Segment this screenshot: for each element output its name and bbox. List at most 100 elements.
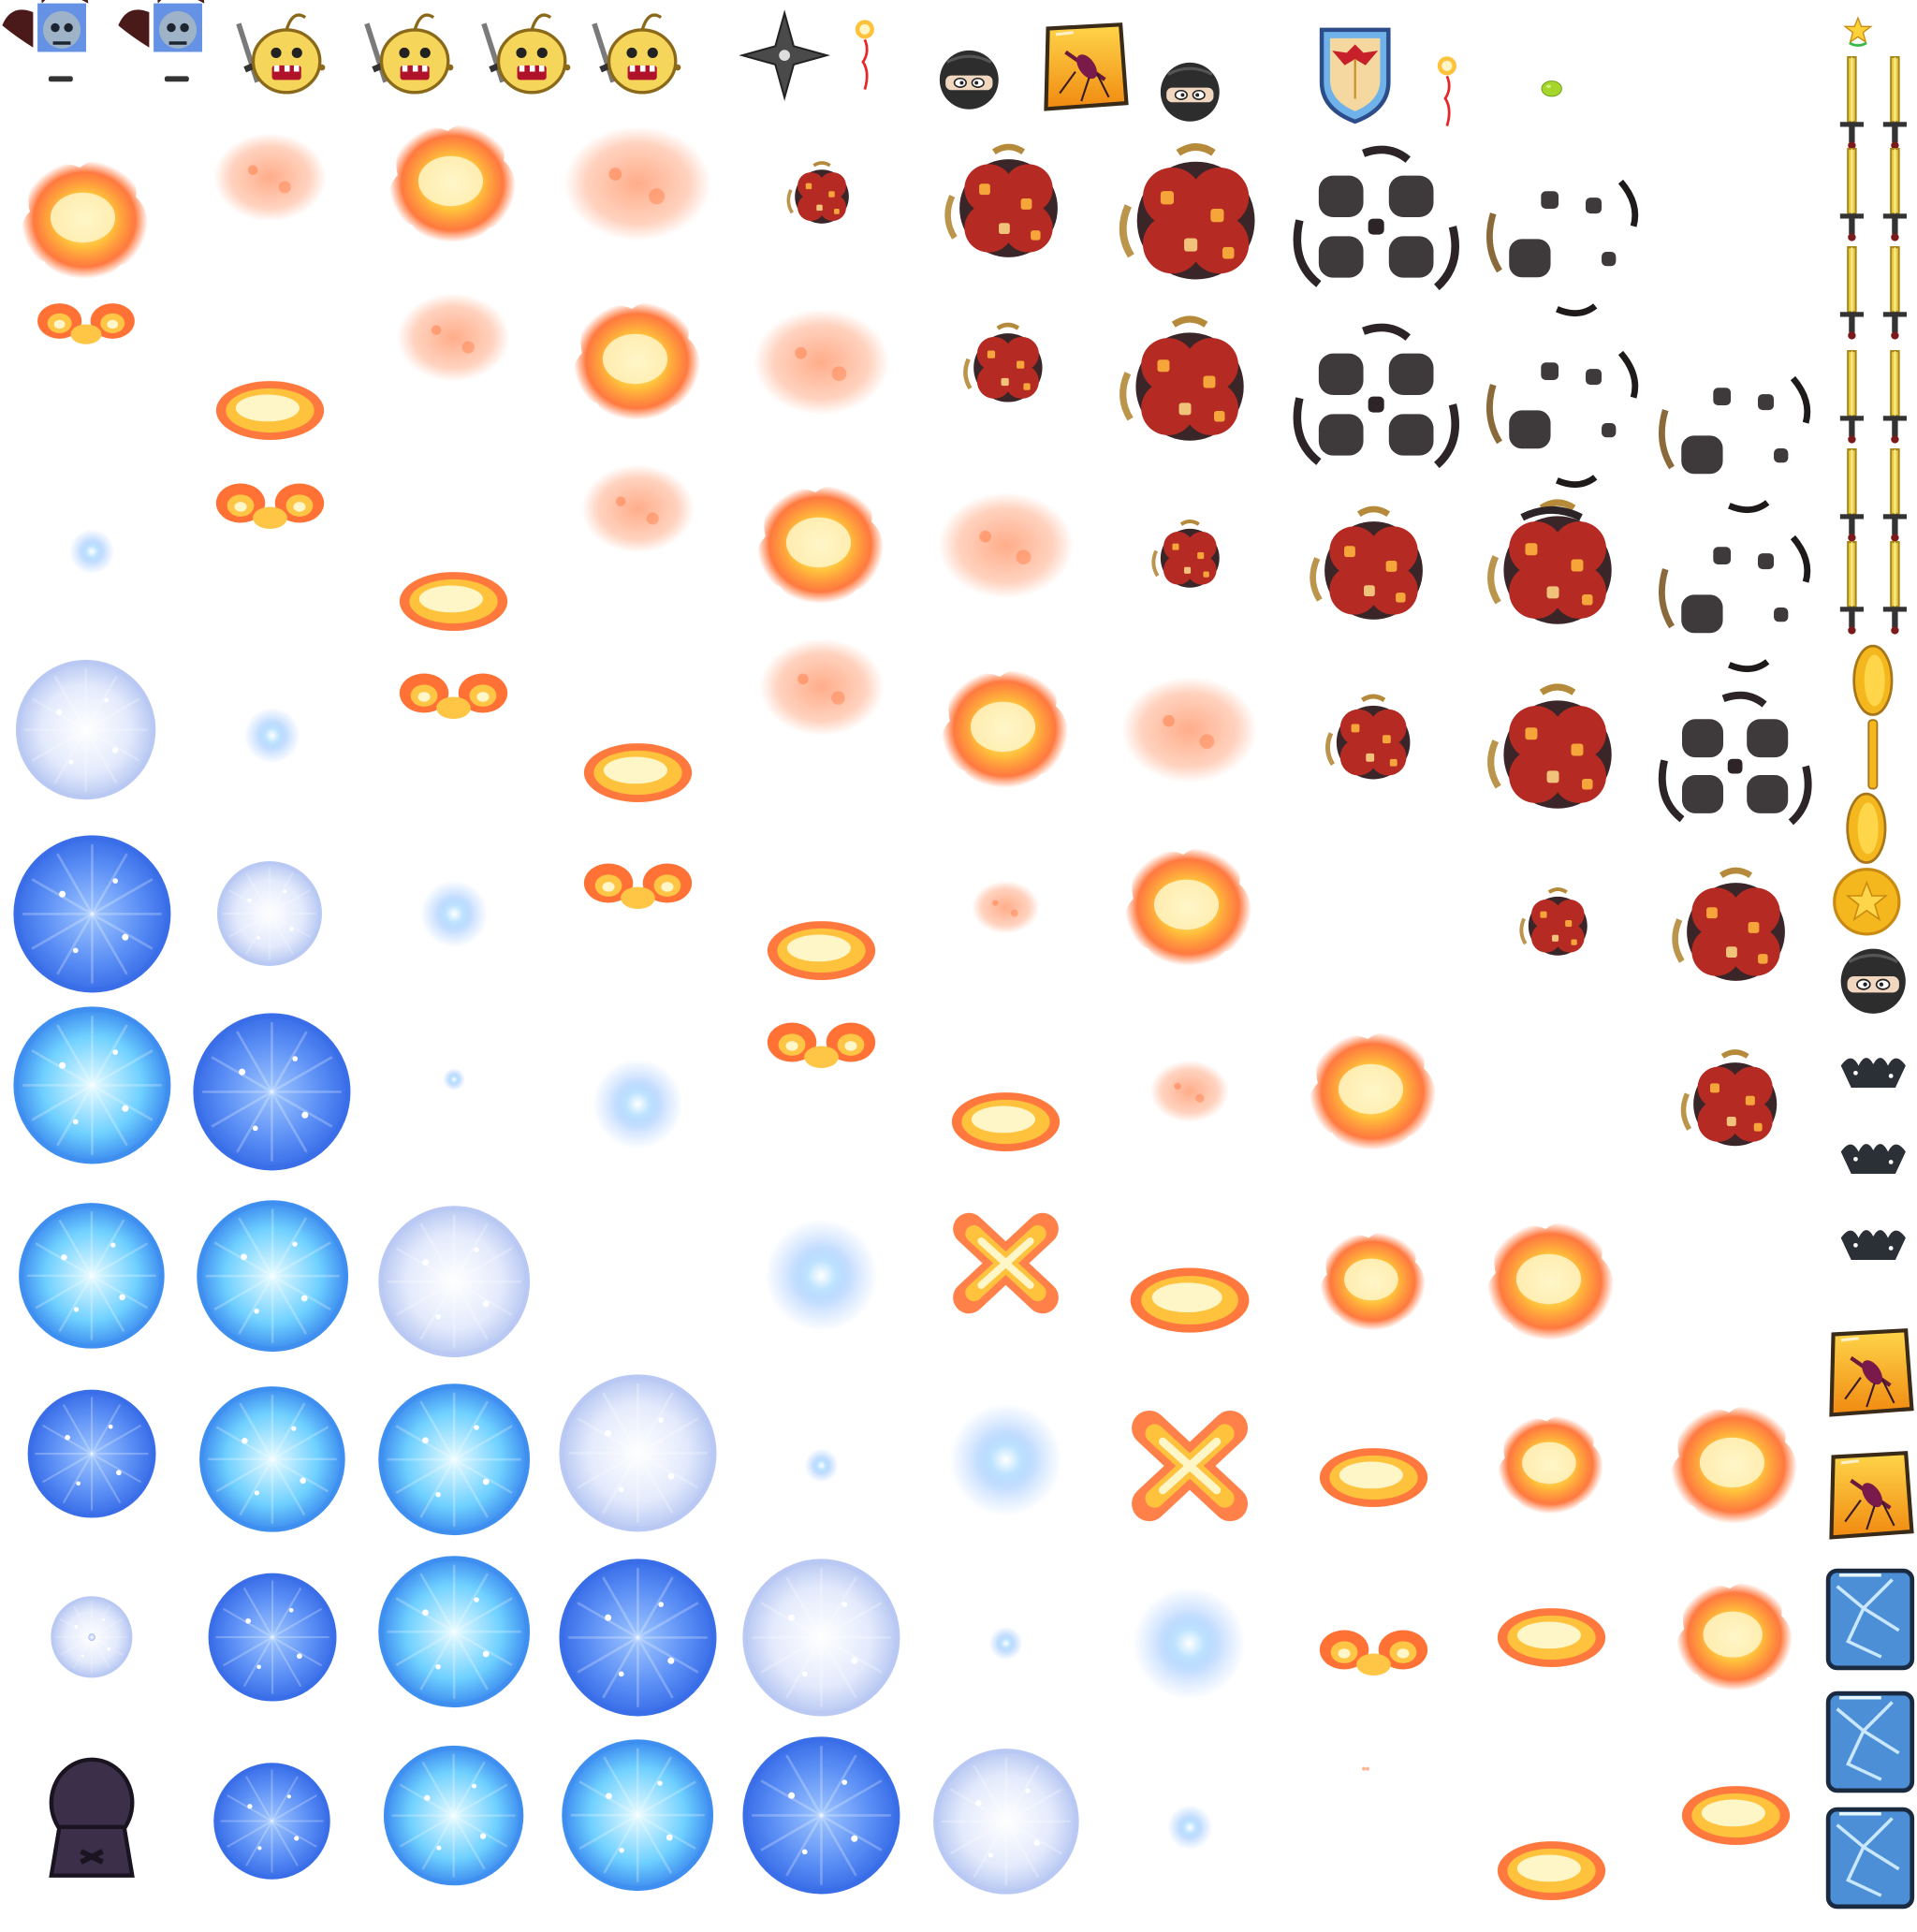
fire-explosion-icon [392,276,515,399]
fire-explosion-icon [209,442,331,564]
red-bomb-explosion-icon [1487,499,1625,637]
golden-sword-icon [1803,147,1901,245]
bat-ghost-icon [0,0,110,92]
fire-explosion-icon [760,981,883,1104]
fire-explosion-icon [1661,1392,1808,1539]
blue-spark-icon [1165,1803,1214,1852]
fire-explosion-icon [1116,834,1263,981]
red-bomb-explosion-icon [944,143,1070,270]
blue-spark-icon [944,1398,1067,1521]
fire-explosion-icon [748,288,895,435]
fire-explosion-icon [1312,1416,1435,1539]
ice-orb-icon [555,1555,721,1720]
gold-coin-icon [1830,711,1916,798]
blue-spark-icon [67,527,116,576]
golden-sword-icon [1803,55,1901,154]
fire-explosion-icon [577,711,699,834]
blue-spark-icon [442,1067,466,1091]
blue-spark-icon [1128,1582,1251,1705]
golden-sword-icon [1803,540,1901,638]
golden-sword-icon [1846,55,1917,154]
golden-sword-icon [1846,349,1917,447]
fire-explosion-icon [932,472,1079,619]
ice-orb-icon [739,1733,904,1898]
fire-spark-icon [822,12,908,98]
ice-orb-icon [929,1745,1083,1898]
ice-orb-icon [374,1380,534,1539]
fire-explosion-icon [558,104,717,263]
dark-wing-icon [1837,1208,1910,1282]
debris-explosion-icon [1656,521,1815,681]
ice-orb-icon [9,1003,175,1168]
fire-explosion-icon [564,288,711,435]
ice-orb-icon [374,1202,534,1361]
amber-mosquito-block-icon [1822,1447,1917,1545]
amber-mosquito-block-icon [1822,1325,1917,1423]
yellow-monster-with-sword-icon [230,3,334,107]
star-bonus-icon [1837,9,1880,52]
ice-orb-icon [739,1555,904,1720]
ice-orb-icon [15,1199,168,1353]
star-coin-icon [1830,865,1904,939]
amber-mosquito-block-icon [1036,19,1134,117]
debris-explosion-icon [1478,503,1625,650]
dark-smoke-explosion-icon [1293,145,1459,306]
fire-explosion-icon [1490,1809,1613,1932]
ice-orb-icon [205,1570,340,1705]
ice-orb-icon [12,656,159,803]
blue-spark-icon [241,705,303,767]
debris-explosion-icon [1484,337,1643,496]
ice-block-icon [1815,1564,1917,1675]
yellow-monster-with-sword-icon [476,3,579,107]
gold-coin-icon [1823,785,1910,871]
dark-wing-icon [1837,1122,1910,1196]
red-bomb-explosion-icon [1119,315,1257,454]
red-bomb-explosion-icon [963,322,1051,411]
ice-orb-icon [555,1370,721,1536]
red-bomb-explosion-icon [1519,886,1595,963]
ninja-head-icon [1833,941,1913,1021]
red-bomb-explosion-icon [1681,1048,1787,1156]
fire-explosion-icon [1116,656,1263,803]
ice-orb-icon [374,1552,534,1711]
yellow-monster-with-sword-icon [586,3,690,107]
red-bomb-explosion-icon [1310,505,1435,632]
fire-explosion-icon [1147,1048,1233,1134]
fire-spark-icon [1404,49,1490,135]
blue-spark-icon [760,1214,883,1337]
blue-spark-icon [417,877,491,951]
bat-ghost-icon [116,0,227,92]
ice-puff-icon [80,1625,104,1649]
fire-explosion-icon [1312,1588,1435,1711]
ice-block-icon [1815,1803,1917,1913]
fire-explosion-icon [760,889,883,1012]
golden-sword-icon [1846,245,1917,344]
golden-sword-icon [1803,447,1901,546]
ice-orb-icon [193,1196,352,1355]
red-bomb-explosion-icon [1325,694,1419,788]
fire-explosion-icon [577,822,699,944]
fire-explosion-icon [754,620,889,754]
ninja-head-icon [1153,55,1227,129]
ice-orb-icon [380,1742,527,1889]
ice-orb-icon [214,858,325,969]
yellow-monster-with-sword-icon [359,3,462,107]
fire-explosion-icon [1668,1570,1803,1705]
debris-explosion-icon [1484,166,1643,325]
fire-explosion-icon [1347,1750,1383,1787]
ice-orb-icon [189,1009,355,1175]
green-slime-icon [1537,74,1566,103]
fire-explosion-icon [1490,1576,1613,1699]
red-bomb-explosion-icon [1487,683,1625,822]
ice-orb-icon [9,831,175,997]
fire-explosion-icon [969,871,1043,944]
hooded-reaper-icon [24,1754,159,1889]
fire-explosion-icon [1312,1221,1435,1343]
fire-explosion-icon [392,632,515,754]
fire-explosion-icon [209,349,331,472]
red-bomb-explosion-icon [1671,868,1797,993]
ice-orb-icon [24,1386,159,1521]
red-bomb-explosion-icon [1151,519,1227,595]
dark-smoke-explosion-icon [1659,692,1812,840]
